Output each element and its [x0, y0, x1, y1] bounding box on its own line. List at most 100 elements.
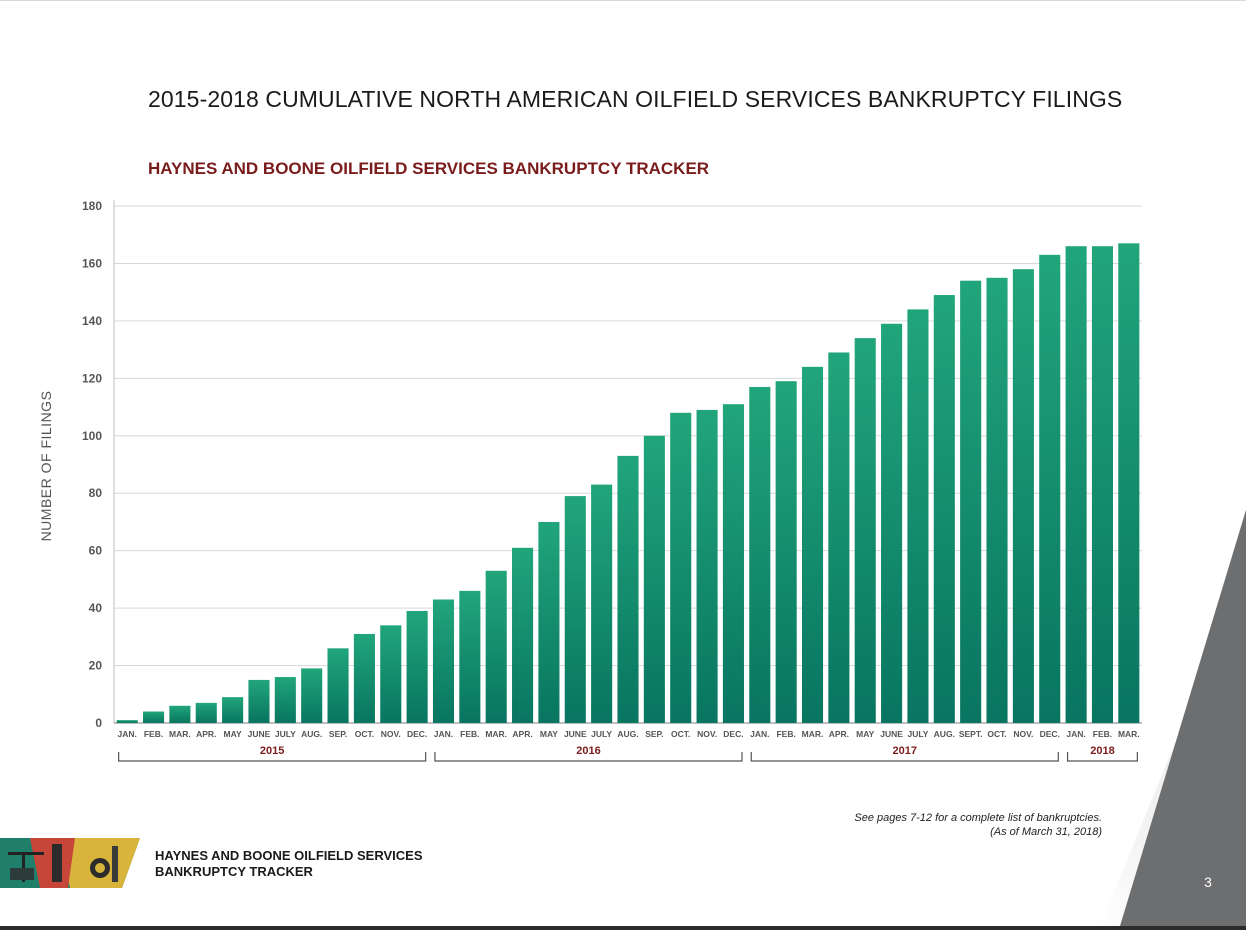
- x-tick-labels: JAN. FEB. MAR. APR. MAY JUNE JULY AUG. SEP. OCT. N…: [117, 729, 1139, 739]
- y-axis-label: NUMBER OF FILINGS: [38, 390, 54, 542]
- x-tick-label: MAY: [540, 729, 558, 739]
- x-tick-label: JUNE: [564, 729, 587, 739]
- x-tick-label: SEP.: [645, 729, 663, 739]
- footer-brand-line-1: HAYNES AND BOONE OILFIELD SERVICES: [155, 848, 423, 863]
- x-tick-label: DEC.: [407, 729, 427, 739]
- bar: [564, 496, 586, 723]
- x-tick-label: MAR.: [1118, 729, 1140, 739]
- x-tick-label: JAN.: [1066, 729, 1085, 739]
- bottom-rule: [0, 926, 1246, 930]
- bar: [960, 280, 982, 723]
- bar: [828, 352, 850, 723]
- bar: [907, 309, 929, 723]
- bar: [986, 277, 1008, 723]
- page-number: 3: [1204, 874, 1212, 890]
- footnote: See pages 7-12 for a complete list of ba…: [760, 811, 1102, 839]
- bar: [881, 323, 903, 723]
- gridlines: [114, 205, 1142, 667]
- x-tick-label: SEPT.: [959, 729, 983, 739]
- footnote-line-1: See pages 7-12 for a complete list of ba…: [854, 812, 1102, 824]
- y-tick-label: 180: [82, 199, 102, 213]
- bar: [406, 610, 428, 723]
- x-tick-label: AUG.: [934, 729, 955, 739]
- footnote-line-2: (As of March 31, 2018): [990, 826, 1102, 838]
- bar: [432, 599, 455, 723]
- x-tick-label: MAY: [856, 729, 874, 739]
- x-tick-label: DEC.: [1040, 729, 1060, 739]
- x-tick-label: NOV.: [381, 729, 401, 739]
- year-label: 2017: [893, 745, 917, 757]
- x-tick-label: JULY: [275, 729, 296, 739]
- x-tick-label: DEC.: [723, 729, 743, 739]
- x-tick-label: FEB.: [1093, 729, 1112, 739]
- bar: [195, 702, 217, 723]
- oilfield-illustration: [0, 838, 140, 888]
- bar: [670, 412, 692, 723]
- bar-chart: 0 20 40 60 80 100 120 140 160 180 JAN. FEB. MAR. APR…: [82, 199, 1142, 762]
- corner-decoration: [1100, 510, 1246, 926]
- x-tick-label: APR.: [512, 729, 532, 739]
- x-tick-label: NOV.: [697, 729, 717, 739]
- bar: [353, 633, 375, 723]
- x-tick-label: MAR.: [802, 729, 824, 739]
- year-label: 2015: [260, 745, 284, 757]
- x-tick-label: JUNE: [880, 729, 903, 739]
- bar: [591, 484, 613, 723]
- x-tick-label: FEB.: [460, 729, 479, 739]
- bar: [1039, 254, 1061, 724]
- bar: [801, 366, 824, 723]
- y-tick-label: 140: [82, 314, 102, 328]
- y-tick-label: 100: [82, 429, 102, 443]
- bar: [749, 386, 771, 723]
- bar: [222, 697, 244, 723]
- page-title: 2015-2018 CUMULATIVE NORTH AMERICAN OILF…: [148, 86, 1123, 112]
- bar: [538, 521, 560, 723]
- x-tick-label: SEP.: [329, 729, 347, 739]
- x-tick-label: MAR.: [485, 729, 507, 739]
- x-tick-label: FEB.: [144, 729, 163, 739]
- footer-brand: HAYNES AND BOONE OILFIELD SERVICES BANKR…: [155, 848, 423, 880]
- x-tick-label: OCT.: [987, 729, 1006, 739]
- bar: [274, 677, 296, 723]
- x-tick-label: APR.: [829, 729, 849, 739]
- bar: [1012, 269, 1034, 723]
- x-tick-label: OCT.: [355, 729, 374, 739]
- year-label: 2016: [576, 745, 600, 757]
- bar: [301, 668, 323, 723]
- bar: [617, 455, 639, 723]
- top-rule: [0, 0, 1246, 1]
- x-tick-label: FEB.: [776, 729, 795, 739]
- bar: [169, 705, 191, 723]
- bar: [696, 409, 718, 723]
- x-tick-label: JAN.: [434, 729, 453, 739]
- year-bracket: [118, 752, 427, 762]
- bar: [1065, 246, 1087, 723]
- x-tick-label: MAR.: [169, 729, 191, 739]
- y-tick-labels: 0 20 40 60 80 100 120 140 160 180: [82, 199, 102, 730]
- y-tick-label: 160: [82, 256, 102, 270]
- year-bracket: [1066, 752, 1138, 762]
- chart-title: HAYNES AND BOONE OILFIELD SERVICES BANKR…: [148, 159, 710, 178]
- bars: [116, 243, 1140, 724]
- footer-brand-line-2: BANKRUPTCY TRACKER: [155, 864, 313, 879]
- bar: [854, 338, 876, 723]
- x-tick-label: AUG.: [617, 729, 638, 739]
- x-tick-label: OCT.: [671, 729, 690, 739]
- y-tick-label: 120: [82, 371, 102, 385]
- year-label: 2018: [1090, 745, 1114, 757]
- y-tick-label: 0: [95, 716, 102, 730]
- x-tick-label: JULY: [907, 729, 928, 739]
- bar: [142, 711, 165, 723]
- x-tick-label: APR.: [196, 729, 216, 739]
- x-tick-label: JAN.: [117, 729, 136, 739]
- y-tick-label: 20: [89, 659, 103, 673]
- bar: [248, 679, 270, 723]
- bar: [459, 590, 481, 723]
- x-tick-label: JAN.: [750, 729, 769, 739]
- y-tick-label: 80: [89, 486, 103, 500]
- y-tick-label: 60: [89, 544, 103, 558]
- bar: [933, 295, 955, 723]
- bar: [1091, 246, 1114, 723]
- x-tick-label: JUNE: [248, 729, 271, 739]
- year-brackets: 2015 2016 2017 2018: [118, 745, 1138, 762]
